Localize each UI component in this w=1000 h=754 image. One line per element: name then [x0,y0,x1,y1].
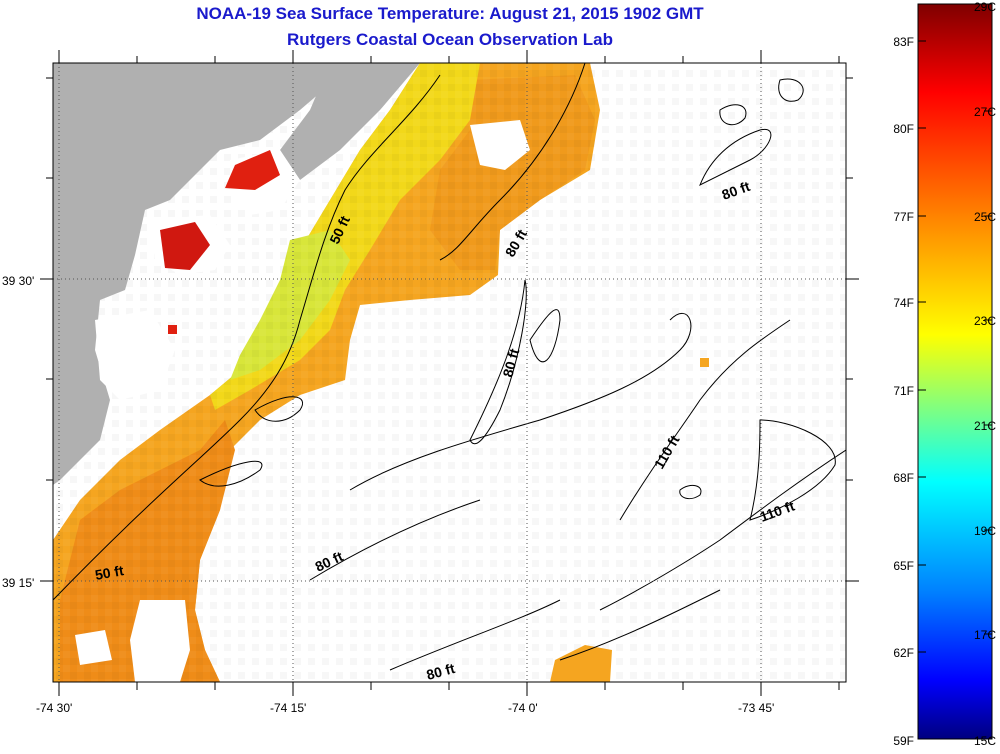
contour-label: 80 ft [499,347,522,379]
sst-hot-pixel [168,325,177,334]
x-tick-label: -74 15' [270,701,306,715]
map-gridlines [53,63,846,682]
cloud-gap [75,630,112,665]
y-tick-label: 39 30' [2,274,34,288]
map-ticks [40,50,859,696]
sst-isolated-pixel [700,358,709,367]
contour-label: 50 ft [94,562,125,583]
contour-label: 80 ft [425,660,457,683]
sst-hot-spot [225,150,280,190]
x-tick-label: -74 0' [508,701,538,715]
sst-swath-southern [550,645,612,682]
cloud-gap [470,120,530,170]
bay-water [95,310,175,400]
cloud-gap [130,600,190,682]
map-subtitle: Rutgers Coastal Ocean Observation Lab [287,30,613,49]
x-tick-label: -74 30' [36,701,72,715]
y-tick-label: 39 15' [2,576,34,590]
map-title: NOAA-19 Sea Surface Temperature: August … [196,4,704,23]
sst-hot-spot [160,222,210,270]
land-barrier-island [280,63,420,180]
land-new-jersey [53,63,335,485]
x-tick-label: -73 45' [738,701,774,715]
